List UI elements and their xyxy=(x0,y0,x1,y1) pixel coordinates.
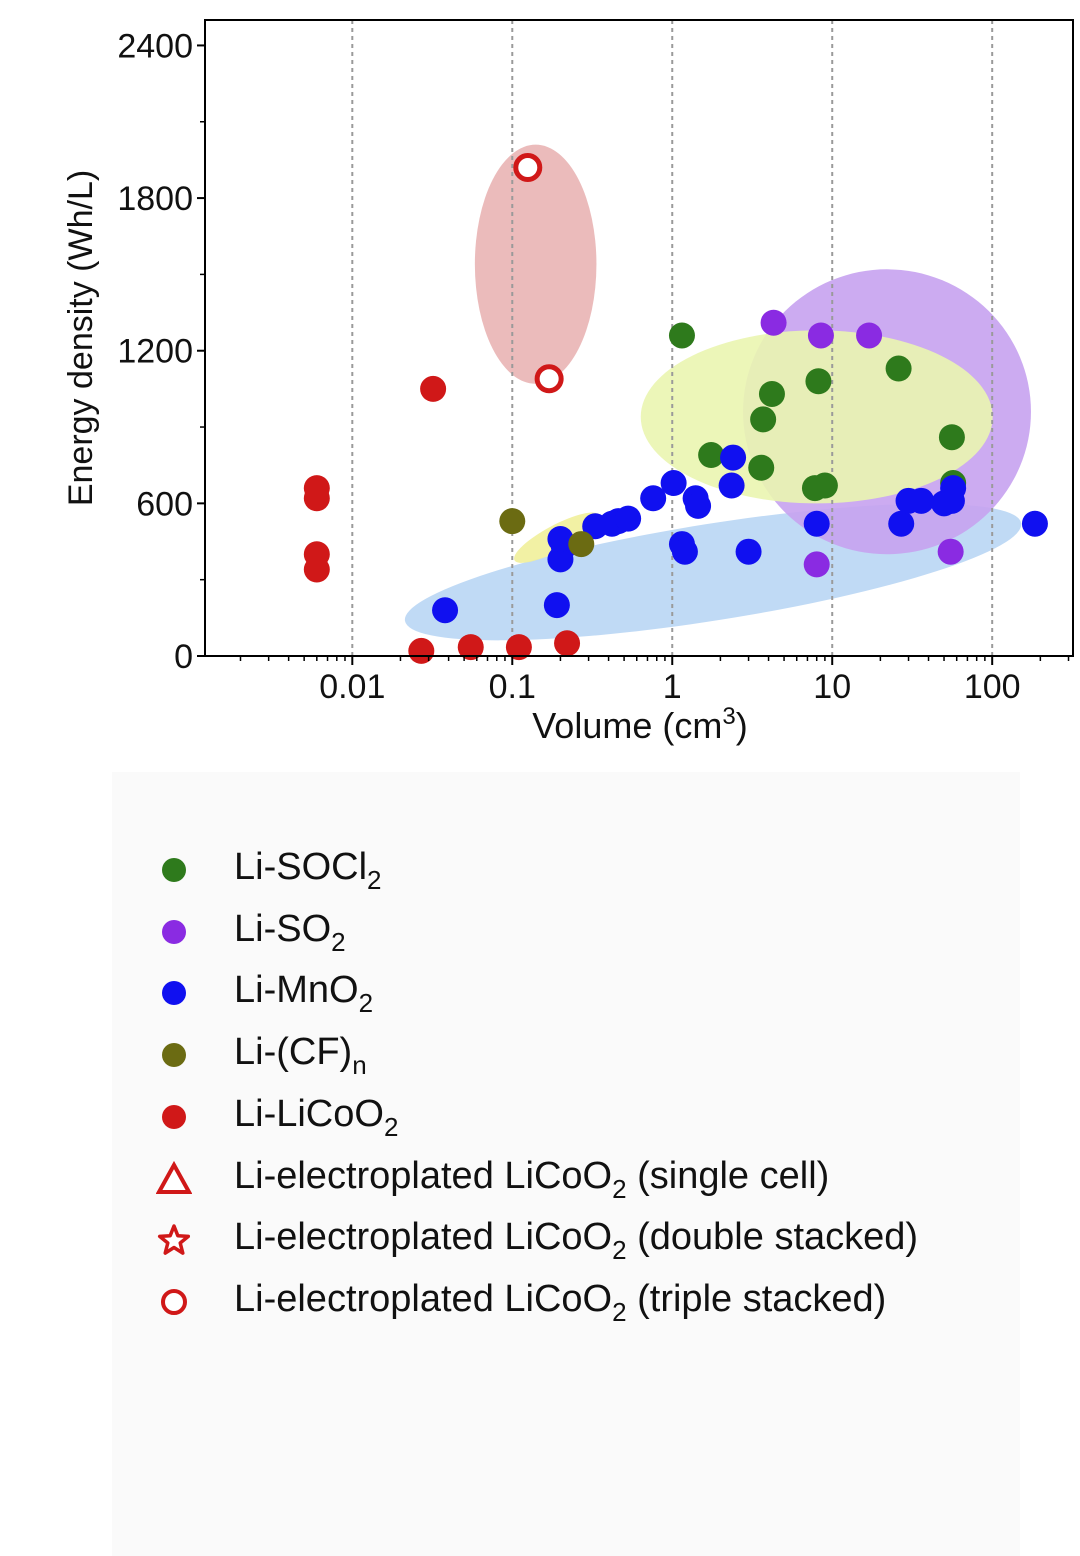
legend-label: Li-(CF)n xyxy=(234,1031,367,1081)
x-tick-label: 0.01 xyxy=(319,668,385,706)
data-point xyxy=(420,375,447,402)
data-point xyxy=(807,322,834,349)
data-point xyxy=(303,485,330,512)
x-tick-label: 100 xyxy=(964,668,1021,706)
data-point xyxy=(888,510,915,537)
y-tick-label: 1200 xyxy=(117,333,193,371)
data-point xyxy=(811,472,838,499)
data-point xyxy=(432,597,459,624)
legend-item: Li-SO2 xyxy=(112,904,1012,960)
legend-label: Li-SO2 xyxy=(234,907,346,957)
data-point xyxy=(505,634,532,661)
legend-marker-dot-icon xyxy=(156,975,192,1011)
region-ellipse xyxy=(474,144,597,384)
scatter-chart: 0 600 1200 1800 2400 0.01 0.1 1 10 100 Energy den… xyxy=(62,19,1074,746)
legend-item: Li-LiCoO2 xyxy=(112,1089,1012,1145)
y-tick-label: 1800 xyxy=(117,180,193,218)
data-point xyxy=(803,551,830,578)
legend-item: Li-(CF)n xyxy=(112,1027,1012,1083)
data-point xyxy=(534,364,564,394)
data-point xyxy=(640,485,667,512)
data-point xyxy=(547,525,574,552)
data-point xyxy=(671,538,698,565)
data-point xyxy=(499,508,526,535)
x-tick-label: 10 xyxy=(813,668,851,706)
data-point xyxy=(735,538,762,565)
legend-marker-dot-icon xyxy=(156,914,192,950)
data-point xyxy=(720,444,747,471)
legend-marker-dot-icon xyxy=(156,1099,192,1135)
x-axis-label-end: ) xyxy=(736,705,748,746)
x-tick-label: 1 xyxy=(663,668,682,706)
axes: 0 600 1200 1800 2400 0.01 0.1 1 10 100 xyxy=(117,27,1070,706)
data-point xyxy=(938,424,965,451)
data-point xyxy=(568,531,595,558)
data-point xyxy=(758,380,785,407)
data-point xyxy=(803,510,830,537)
x-axis-label-sup: 3 xyxy=(722,703,735,730)
x-tick-label: 0.1 xyxy=(489,668,536,706)
legend-marker-dot-icon xyxy=(156,852,192,888)
data-point xyxy=(748,454,775,481)
legend-marker-star-icon xyxy=(156,1222,192,1258)
legend-marker-triangle-icon xyxy=(155,1160,193,1197)
data-point xyxy=(885,355,912,382)
data-point xyxy=(543,592,570,619)
data-point xyxy=(660,470,687,497)
legend-label: Li-LiCoO2 xyxy=(234,1092,399,1142)
region-ellipses xyxy=(404,144,1031,641)
legend: Li-SOCl2 Li-SO2 Li-MnO2 Li-(CF)n Li-LiCoO2 Li… xyxy=(112,772,1020,1556)
data-point xyxy=(408,637,435,664)
data-point xyxy=(513,153,543,183)
data-point xyxy=(856,322,883,349)
y-tick-label: 600 xyxy=(136,485,193,523)
data-point xyxy=(937,538,964,565)
legend-item: Li-MnO2 xyxy=(112,965,1012,1021)
legend-label: Li-electroplated LiCoO2 (double stacked) xyxy=(234,1216,919,1266)
legend-item: Li-electroplated LiCoO2 (triple stacked) xyxy=(112,1274,1012,1330)
y-tick-label: 0 xyxy=(174,638,193,676)
data-point xyxy=(457,634,484,661)
data-point xyxy=(303,556,330,583)
x-axis-label: Volume (cm3) xyxy=(532,703,747,746)
x-axis-label-main: Volume (cm xyxy=(532,705,722,746)
data-point xyxy=(615,505,642,532)
data-point xyxy=(940,475,967,502)
data-point xyxy=(698,442,725,469)
data-point xyxy=(750,406,777,433)
data-point xyxy=(760,309,787,336)
data-point xyxy=(554,630,581,657)
legend-label: Li-MnO2 xyxy=(234,969,374,1019)
data-point xyxy=(668,322,695,349)
legend-label: Li-electroplated LiCoO2 (triple stacked) xyxy=(234,1277,887,1327)
data-point xyxy=(908,487,935,514)
y-axis-label: Energy density (Wh/L) xyxy=(62,170,100,506)
data-point xyxy=(1021,510,1048,537)
legend-marker-ring-icon xyxy=(156,1284,192,1320)
data-point xyxy=(805,368,832,395)
data-point xyxy=(685,492,712,519)
legend-marker-dot-icon xyxy=(156,1037,192,1073)
legend-item: Li-electroplated LiCoO2 (single cell) xyxy=(112,1151,1012,1207)
legend-label: Li-SOCl2 xyxy=(234,846,382,895)
y-tick-label: 2400 xyxy=(117,27,193,65)
legend-item: Li-SOCl2 xyxy=(112,842,1012,898)
data-points xyxy=(303,153,1048,664)
data-point xyxy=(718,472,745,499)
plot-frame xyxy=(204,19,1074,657)
legend-label: Li-electroplated LiCoO2 (single cell) xyxy=(234,1154,830,1204)
legend-item: Li-electroplated LiCoO2 (double stacked) xyxy=(112,1212,1012,1268)
